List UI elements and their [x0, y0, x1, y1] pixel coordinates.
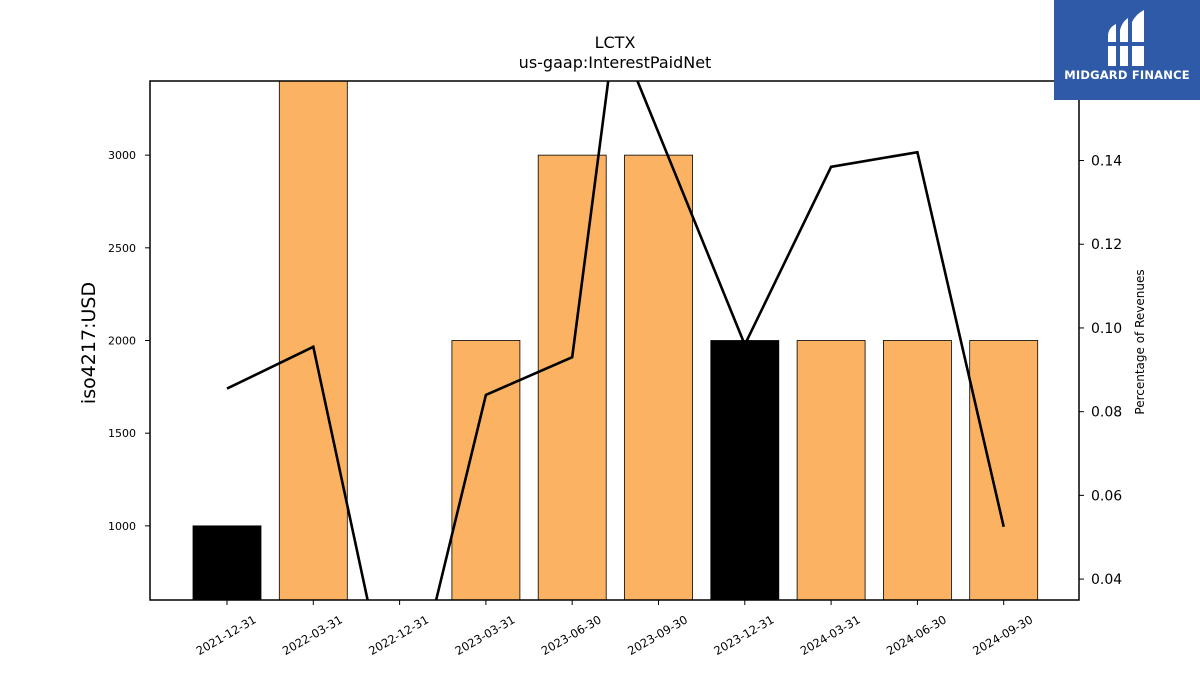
- percentage-of-revenues-line: [226, 81, 1005, 600]
- logo-text: MIDGARD FINANCE: [1064, 68, 1190, 82]
- chart-title: LCTX: [595, 33, 636, 52]
- y2-tick-label-0: 0.04: [1091, 572, 1122, 588]
- bar-2023-12-31: [710, 340, 780, 601]
- x-tick-label-2023-09-30: 2023-09-30: [625, 612, 690, 658]
- x-tick-label-2024-06-30: 2024-06-30: [884, 612, 949, 658]
- bar-2023-03-31: [451, 340, 521, 601]
- y2-tick-label-1: 0.06: [1091, 488, 1122, 504]
- x-tick-label-2024-03-31: 2024-03-31: [798, 612, 863, 658]
- chart-subtitle: us-gaap:InterestPaidNet: [519, 53, 712, 72]
- y-tick-label-2000: 2000: [108, 335, 136, 348]
- y2-axis-label: Percentage of Revenues: [1133, 269, 1147, 414]
- y-tick-label-2500: 2500: [108, 242, 136, 255]
- y2-tick-label-5: 0.14: [1091, 154, 1122, 170]
- y-axis-label: iso4217:USD: [78, 282, 100, 404]
- bar-2023-09-30: [624, 154, 693, 601]
- bar-2024-06-30: [883, 340, 952, 601]
- x-tick-label-2023-12-31: 2023-12-31: [711, 612, 776, 658]
- bar-2023-06-30: [537, 154, 607, 601]
- y-axis-left: 1000 1500 2000 2500 3000: [108, 149, 150, 533]
- y2-tick-label-2: 0.08: [1091, 405, 1122, 421]
- bar-2021-12-31: [192, 525, 262, 601]
- bars-group: [192, 80, 1039, 601]
- y-axis-right: 0.04 0.06 0.08 0.10 0.12 0.14: [1079, 154, 1122, 588]
- line-group: [226, 81, 1005, 600]
- x-tick-label-2022-03-31: 2022-03-31: [280, 612, 345, 658]
- bar-2022-03-31: [278, 80, 348, 601]
- x-tick-label-2021-12-31: 2021-12-31: [194, 612, 259, 658]
- y-tick-label-1500: 1500: [108, 427, 136, 440]
- bar-2024-09-30: [969, 340, 1039, 601]
- y2-tick-label-4: 0.12: [1091, 237, 1122, 253]
- x-tick-label-2022-12-31: 2022-12-31: [366, 612, 431, 658]
- x-tick-label-2024-09-30: 2024-09-30: [970, 612, 1035, 658]
- y2-tick-label-3: 0.10: [1091, 321, 1122, 337]
- bar-2024-03-31: [796, 340, 866, 601]
- midgard-logo-icon: [1106, 10, 1146, 66]
- x-tick-label-2023-03-31: 2023-03-31: [453, 612, 518, 658]
- y-tick-label-1000: 1000: [108, 520, 136, 533]
- x-tick-label-2023-06-30: 2023-06-30: [539, 612, 604, 658]
- x-axis: 2021-12-31 2022-03-31 2022-12-31 2023-03-31…: [194, 600, 1035, 658]
- midgard-finance-logo: MIDGARD FINANCE: [1054, 0, 1200, 100]
- y-tick-label-3000: 3000: [108, 149, 136, 162]
